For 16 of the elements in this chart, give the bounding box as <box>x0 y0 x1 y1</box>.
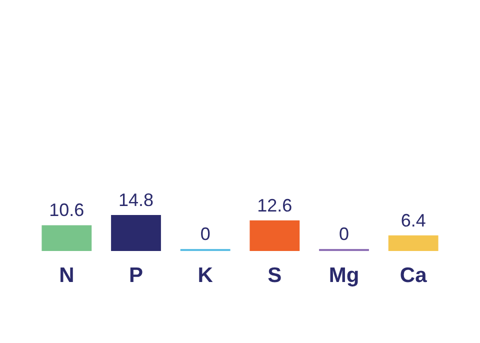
bar <box>388 235 438 251</box>
x-tick-label: Ca <box>400 264 428 287</box>
data-label: 12.6 <box>257 195 292 216</box>
data-label: 6.4 <box>400 210 426 230</box>
x-tick-label: N <box>59 264 74 287</box>
data-label: 0 <box>200 224 210 244</box>
bar <box>111 215 161 251</box>
x-tick-label: P <box>128 264 144 287</box>
x-tick-label: S <box>268 264 282 287</box>
bar <box>42 225 92 251</box>
bar <box>250 220 300 251</box>
data-label: 0 <box>338 224 350 244</box>
x-tick-label: K <box>198 264 213 287</box>
x-tick-label: Mg <box>328 264 360 287</box>
data-label: 14.8 <box>118 190 154 210</box>
data-label: 10.6 <box>49 200 84 220</box>
